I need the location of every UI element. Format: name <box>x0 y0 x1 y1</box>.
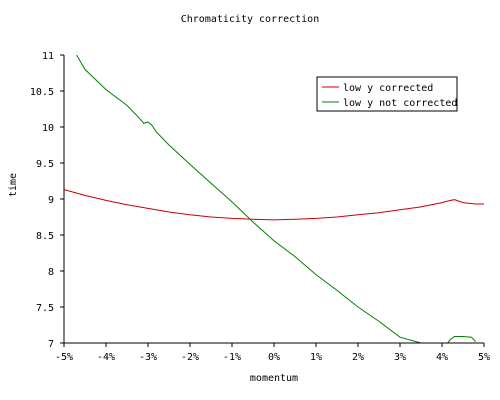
x-axis-title: momentum <box>249 373 299 384</box>
y-tick-label: 11 <box>42 51 54 62</box>
x-tick-label: 3% <box>394 352 406 363</box>
x-tick-label: -5% <box>55 352 73 363</box>
series-line-2 <box>76 55 476 343</box>
x-tick-label: -3% <box>139 352 157 363</box>
chart-title: Chromaticity correction <box>180 14 320 25</box>
x-tick-label: 0% <box>268 352 280 363</box>
axes: 7 7.5 8 8.5 9 9.5 10 10.5 11 -5% -4% -3% -2% -1% 0% 1% 2… <box>30 51 490 363</box>
y-tick-label: 10.5 <box>30 87 54 98</box>
y-tick-label: 7.5 <box>36 303 54 314</box>
legend-label-2: low y not corrected <box>343 98 457 109</box>
x-tick-label: -4% <box>97 352 115 363</box>
x-tick-label: 4% <box>436 352 448 363</box>
y-tick-label: 10 <box>42 123 54 134</box>
series-line-1 <box>64 189 484 221</box>
legend-box <box>316 76 458 112</box>
plot-area <box>64 55 484 343</box>
x-tick-label: 1% <box>310 352 322 363</box>
legend-label-1: low y corrected <box>343 83 433 94</box>
y-tick-label: 8.5 <box>36 231 54 242</box>
x-tick-label: 2% <box>352 352 364 363</box>
y-tick-label: 8 <box>48 267 54 278</box>
y-tick-label: 9 <box>48 195 54 206</box>
y-tick-label: 9.5 <box>36 159 54 170</box>
y-tick-label: 7 <box>48 339 54 350</box>
x-tick-label: 5% <box>478 352 490 363</box>
legend: low y corrected low y not corrected <box>316 76 458 112</box>
x-tick-label: -1% <box>223 352 241 363</box>
x-tick-label: -2% <box>181 352 199 363</box>
